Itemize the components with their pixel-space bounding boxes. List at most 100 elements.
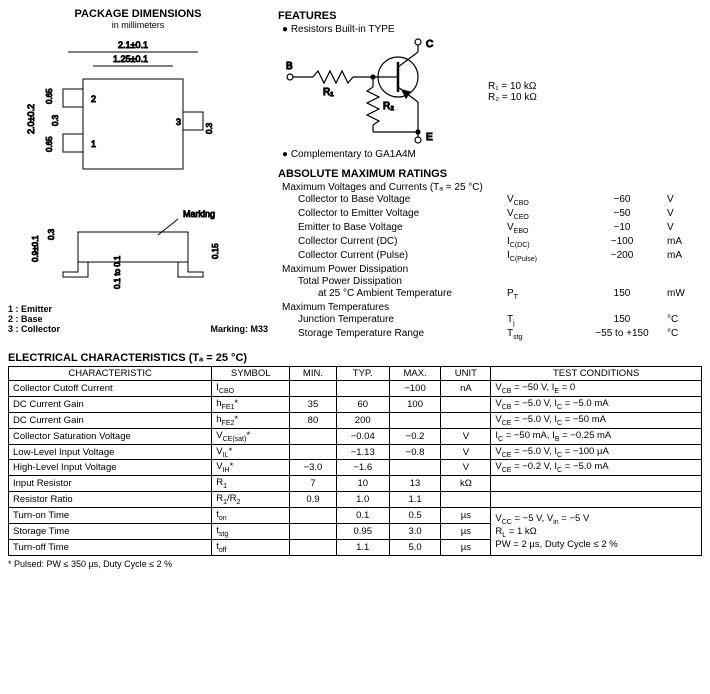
table-cell: −1.13 xyxy=(336,444,389,460)
table-cell: ICBO xyxy=(212,381,290,397)
table-cell: −0.2 xyxy=(389,428,441,444)
ec-heading: ELECTRICAL CHARACTERISTICS (Tₐ = 25 °C) xyxy=(8,352,702,364)
r1-value: R₁ = 10 kΩ xyxy=(488,81,537,92)
table-cell: R1/R2 xyxy=(212,492,290,508)
svg-text:3: 3 xyxy=(176,117,181,127)
ratings-line: Total Power Dissipation xyxy=(298,276,702,287)
rating-unit: V xyxy=(667,208,702,221)
table-cell: 10 xyxy=(336,476,389,492)
pin-1: 1 : Emitter xyxy=(8,304,60,314)
r2-value: R₂ = 10 kΩ xyxy=(488,92,537,103)
table-cell: VCB = −5.0 V, IC = −5.0 mA xyxy=(491,396,702,412)
table-cell: ton xyxy=(212,508,290,524)
table-cell: 1.1 xyxy=(389,492,441,508)
amr-sub1: Maximum Voltages and Currents (Tₐ = 25 °… xyxy=(282,182,702,193)
rating-unit: mA xyxy=(667,236,702,249)
rating-unit: mA xyxy=(667,250,702,263)
table-cell: VCE = −5.0 V, IC = −50 mA xyxy=(491,412,702,428)
table-cell: VCB = −50 V, IE = 0 xyxy=(491,381,702,397)
circuit-values: R₁ = 10 kΩ R₂ = 10 kΩ xyxy=(488,81,537,103)
rating-symbol: VEBO xyxy=(507,222,577,235)
table-cell: Input Resistor xyxy=(9,476,212,492)
table-cell: hFE2* xyxy=(212,412,290,428)
pin-3: 3 : Collector xyxy=(8,324,60,334)
amr-sub2: Maximum Power Dissipation xyxy=(282,264,702,275)
table-cell xyxy=(389,460,441,476)
table-cell xyxy=(389,412,441,428)
table-cell xyxy=(441,412,491,428)
amr-block-1: Collector to Base VoltageVCBO−60VCollect… xyxy=(278,194,702,263)
table-row: Resistor RatioR1/R20.91.01.1 xyxy=(9,492,702,508)
svg-text:2.0±0.2: 2.0±0.2 xyxy=(26,104,36,134)
amr-sub3: Maximum Temperatures xyxy=(282,302,702,313)
table-cell xyxy=(491,492,702,508)
amr-heading: ABSOLUTE MAXIMUM RATINGS xyxy=(278,168,702,180)
rating-label: Storage Temperature Range xyxy=(298,328,507,341)
feature-bullet-1: ● Resistors Built-in TYPE xyxy=(282,24,702,35)
table-cell: 3.0 xyxy=(389,524,441,540)
circuit-schematic: B R₁ R₂ xyxy=(278,37,478,147)
svg-text:C: C xyxy=(426,39,433,50)
ec-table: CHARACTERISTICSYMBOLMIN.TYP.MAX.UNITTEST… xyxy=(8,366,702,556)
table-cell: VCE = −5.0 V, IC = −100 µA xyxy=(491,444,702,460)
ec-col-header: TYP. xyxy=(336,367,389,381)
table-cell: µs xyxy=(441,539,491,555)
rating-label: Collector to Emitter Voltage xyxy=(298,208,507,221)
table-cell: 1.0 xyxy=(336,492,389,508)
ec-col-header: UNIT xyxy=(441,367,491,381)
table-cell xyxy=(336,381,389,397)
table-cell xyxy=(290,508,337,524)
marking-code: Marking: M33 xyxy=(210,324,268,334)
table-cell: DC Current Gain xyxy=(9,412,212,428)
ratings-line: Collector Current (Pulse)IC(Pulse)−200mA xyxy=(298,250,702,263)
pin-2: 2 : Base xyxy=(8,314,60,324)
package-top-view: 2.1±0.1 1.25±0.1 2 1 3 2.0±0.2 0.65 0.3 … xyxy=(8,34,248,204)
table-cell: −100 xyxy=(389,381,441,397)
svg-text:2.1±0.1: 2.1±0.1 xyxy=(118,40,148,50)
svg-text:0.15: 0.15 xyxy=(211,243,220,259)
pin-legend: 1 : Emitter 2 : Base 3 : Collector xyxy=(8,304,60,334)
svg-text:0.3: 0.3 xyxy=(47,228,56,240)
table-cell: R1 xyxy=(212,476,290,492)
table-cell: 35 xyxy=(290,396,337,412)
table-cell: Storage Time xyxy=(9,524,212,540)
svg-text:R₂: R₂ xyxy=(383,101,394,112)
rating-unit: °C xyxy=(667,328,702,341)
ratings-line: Storage Temperature RangeTstg−55 to +150… xyxy=(298,328,702,341)
rating-label: at 25 °C Ambient Temperature xyxy=(318,288,507,301)
ec-col-header: TEST CONDITIONS xyxy=(491,367,702,381)
table-row: Collector Cutoff CurrentICBO−100nAVCB = … xyxy=(9,381,702,397)
ratings-line: Junction TemperatureTj150°C xyxy=(298,314,702,327)
rating-unit: V xyxy=(667,222,702,235)
table-cell xyxy=(290,524,337,540)
rating-value: −60 xyxy=(577,194,667,207)
table-cell: 13 xyxy=(389,476,441,492)
svg-text:0.1 to 0.1: 0.1 to 0.1 xyxy=(113,255,122,289)
table-cell: −3.0 xyxy=(290,460,337,476)
table-cell: 5.0 xyxy=(389,539,441,555)
table-cell: V xyxy=(441,460,491,476)
rating-unit: mW xyxy=(667,288,702,301)
rating-value: −55 to +150 xyxy=(577,328,667,341)
table-cell: V xyxy=(441,428,491,444)
rating-label: Total Power Dissipation xyxy=(298,276,507,287)
table-cell: 200 xyxy=(336,412,389,428)
table-cell: 80 xyxy=(290,412,337,428)
rating-label: Emitter to Base Voltage xyxy=(298,222,507,235)
ratings-line: Collector to Base VoltageVCBO−60V xyxy=(298,194,702,207)
svg-text:Marking: Marking xyxy=(183,209,215,219)
svg-text:0.65: 0.65 xyxy=(45,88,54,104)
table-cell: µs xyxy=(441,524,491,540)
table-row: Turn-on Timeton0.10.5µsVCC = −5 V, Vin =… xyxy=(9,508,702,524)
package-side-view: Marking 0.9±0.1 0.3 0.15 0.1 to 0.1 xyxy=(8,207,248,297)
table-cell: VCE(sat)* xyxy=(212,428,290,444)
rating-label: Junction Temperature xyxy=(298,314,507,327)
svg-text:1.25±0.1: 1.25±0.1 xyxy=(113,54,148,64)
rating-symbol: Tj xyxy=(507,314,577,327)
ratings-line: Collector to Emitter VoltageVCEO−50V xyxy=(298,208,702,221)
table-cell: −0.8 xyxy=(389,444,441,460)
table-cell xyxy=(491,476,702,492)
rating-label: Collector Current (Pulse) xyxy=(298,250,507,263)
svg-text:B: B xyxy=(286,61,293,72)
table-cell: Resistor Ratio xyxy=(9,492,212,508)
